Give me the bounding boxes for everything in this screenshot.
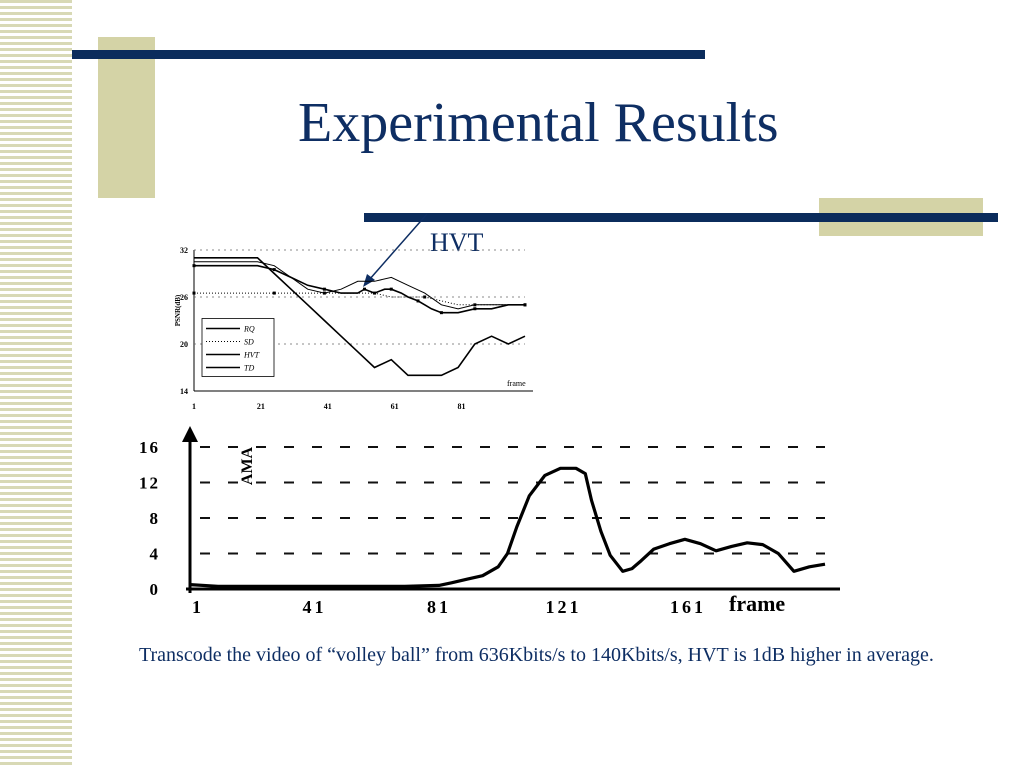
psnr-series-td: [194, 257, 526, 377]
ama-y-axis-label: AMA: [239, 446, 256, 485]
psnr-x-tick-label: 1: [192, 402, 196, 411]
psnr-point-rq: [416, 299, 420, 303]
psnr-x-tick-label: 61: [391, 402, 399, 411]
psnr-point-rq: [322, 287, 326, 291]
psnr-x-tick-label: 81: [457, 402, 465, 411]
psnr-legend-label: SD: [244, 338, 254, 347]
ama-y-tick-label: 8: [150, 509, 161, 528]
ama-series-line: [189, 466, 826, 588]
ama-y-arrowhead: [182, 426, 198, 442]
psnr-series-sd: [194, 292, 525, 306]
psnr-point-rq: [473, 307, 477, 311]
psnr-point-rq: [363, 287, 367, 291]
psnr-y-tick-label: 32: [180, 246, 188, 255]
ama-x-tick-label: 81: [427, 597, 451, 617]
ama-x-axis-label: frame: [729, 591, 785, 616]
title-rule-bottom: [364, 213, 998, 222]
hvt-arrow-label: HVT: [430, 228, 484, 257]
ama-x-tick-label: 41: [303, 597, 327, 617]
ama-x-tick-label: 121: [546, 597, 582, 617]
ama-y-tick-label: 0: [150, 580, 161, 599]
psnr-legend-label: RQ: [243, 325, 255, 334]
psnr-series-hvt: [194, 261, 525, 310]
psnr-point-sd: [423, 295, 427, 299]
psnr-point-rq: [272, 268, 276, 272]
stripe-decoration: [0, 0, 72, 768]
psnr-point-rq: [389, 287, 393, 291]
slide-caption: Transcode the video of “volley ball” fro…: [139, 644, 934, 666]
psnr-y-tick-label: 26: [180, 293, 188, 302]
hvt-arrow: [363, 213, 428, 287]
psnr-legend-label: HVT: [243, 351, 260, 360]
psnr-x-tick-label: 21: [257, 402, 265, 411]
psnr-y-tick-label: 14: [180, 387, 188, 396]
psnr-point-rq: [439, 311, 443, 315]
psnr-point-sd: [192, 291, 196, 295]
psnr-x-tick-label: 41: [324, 402, 332, 411]
title-rule-top: [72, 50, 705, 59]
psnr-y-axis-label: PSNR(dB): [174, 294, 182, 326]
psnr-legend-label: TD: [244, 364, 254, 373]
ama-y-tick-label: 4: [150, 545, 161, 564]
psnr-chart: 14 20 26 32 1 21 41 61 81 PSNR(dB) frame RQ SD HVT TD: [174, 246, 533, 411]
psnr-point-rq: [192, 264, 196, 268]
ama-x-tick-label: 161: [670, 597, 706, 617]
ama-y-tick-label: 12: [139, 474, 160, 493]
psnr-point-sd: [272, 291, 276, 295]
psnr-x-axis-label: frame: [507, 379, 526, 388]
ama-y-tick-label: 16: [139, 438, 160, 457]
accent-box-top: [98, 37, 155, 198]
psnr-y-tick-label: 20: [180, 340, 188, 349]
slide-title: Experimental Results: [298, 92, 779, 154]
ama-x-tick-label: 1: [192, 597, 204, 617]
psnr-point-sd: [373, 291, 377, 295]
